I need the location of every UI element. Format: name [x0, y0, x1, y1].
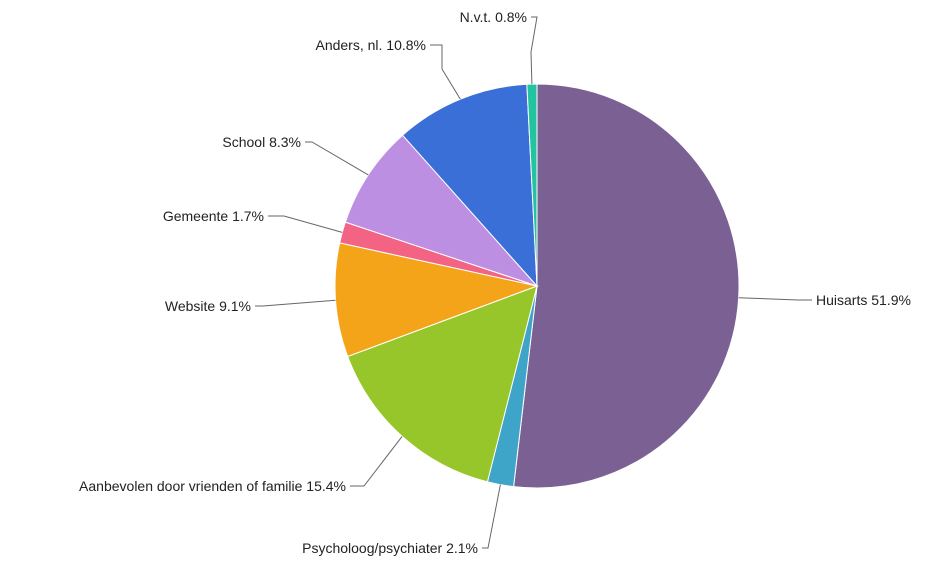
leader-line-8 [530, 16, 538, 85]
leader-line-4 [255, 299, 336, 307]
leader-lines [255, 16, 812, 549]
pie-slice-huisarts [513, 83, 740, 489]
leader-line-5 [268, 215, 343, 233]
leader-line-3 [350, 436, 403, 487]
slice-labels: Huisarts 51.9% Psycholoog/psychiater 2.1%… [79, 9, 911, 556]
slice-label-4: Website 9.1% [165, 298, 251, 314]
pie-slice-website [334, 242, 539, 358]
slice-label-5: Gemeente 1.7% [163, 208, 264, 224]
slice-label-6: School 8.3% [222, 134, 301, 150]
slice-label-2: Psycholoog/psychiater 2.1% [302, 540, 478, 556]
pie-slice-aanbevolen-door-vrienden-of-familie [347, 285, 538, 483]
leader-line-1 [738, 297, 812, 301]
slice-label-1: Huisarts 51.9% [816, 292, 911, 308]
slice-label-8: N.v.t. 0.8% [460, 9, 527, 25]
leader-line-6 [305, 141, 369, 176]
leader-line-7 [430, 44, 461, 100]
pie-slice-school [344, 134, 539, 288]
pie-slices [334, 83, 740, 489]
leader-line-2 [482, 484, 501, 549]
slice-label-7: Anders, nl. 10.8% [315, 37, 426, 53]
slice-label-3: Aanbevolen door vrienden of familie 15.4… [79, 478, 346, 494]
